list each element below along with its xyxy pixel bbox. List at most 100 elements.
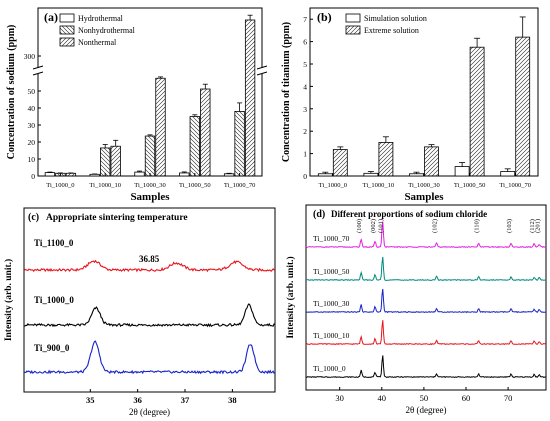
y-axis-title: Concentration of sodium (ppm) <box>6 25 17 160</box>
x-tick-label: 40 <box>378 393 387 403</box>
axis-break-gap <box>258 68 266 74</box>
peak-label: (103) <box>506 219 513 233</box>
trace-label: Ti_1000_70 <box>313 234 350 243</box>
trace-label: Ti_900_0 <box>34 343 70 353</box>
y-tick-label: 50 <box>28 87 36 96</box>
legend-label: Nonhydrothermal <box>78 26 136 35</box>
axis-break-mark <box>32 71 44 76</box>
x-tick-label: Ti_1000_10 <box>363 182 395 189</box>
y-tick-label: 5 <box>303 60 307 69</box>
trace-label: Ti_1100_0 <box>34 238 74 248</box>
x-tick-label: 30 <box>335 393 344 403</box>
panel-label: (a) <box>44 10 58 24</box>
trace-label: Ti_1000_10 <box>313 331 350 340</box>
axis-break-gap <box>34 68 42 74</box>
bar <box>378 141 394 177</box>
x-tick-label: 36 <box>133 395 142 405</box>
x-tick-label: Ti_1000_0 <box>319 182 347 189</box>
chart-title: Different proportions of sodium chloride <box>331 209 487 219</box>
bar <box>317 173 333 177</box>
xrd-trace <box>23 259 276 273</box>
panel-d-sodium-chloride-xrd: Ti_1000_0 Ti_1000_10 Ti_1000_30 Ti_1000_50 T… <box>285 204 547 415</box>
bar <box>424 146 439 177</box>
xrd-trace <box>305 221 547 249</box>
x-tick-label: Ti_1000_50 <box>454 182 486 189</box>
y-tick-label: 2 <box>303 127 307 136</box>
x-tick-label: 38 <box>228 395 237 405</box>
bar <box>179 172 190 177</box>
y-tick-label: 20 <box>28 138 36 147</box>
bar <box>363 172 379 177</box>
x-axis-title: Samples <box>130 191 170 203</box>
legend-swatch <box>59 37 75 47</box>
axis-break-mark <box>256 71 268 76</box>
x-tick-label: Ti_1000_70 <box>224 182 256 189</box>
bar <box>144 135 156 177</box>
bar <box>409 173 424 177</box>
bar <box>44 172 56 177</box>
peak-label: (002) <box>370 219 377 233</box>
trace-label: Ti_1000_0 <box>34 295 74 305</box>
x-tick-label: Ti_1000_10 <box>89 182 121 189</box>
bar <box>65 172 77 177</box>
bar <box>100 147 111 177</box>
y-tick-label: 1 <box>303 150 307 159</box>
legend-label: Extreme solution <box>364 26 419 35</box>
bar <box>332 149 348 177</box>
axis-break-mark <box>256 65 268 70</box>
panel-label: (d) <box>313 209 325 220</box>
legend-label: Hydrothermal <box>78 14 124 23</box>
y-tick-label: 300 <box>24 52 36 61</box>
legend-label: Simulation solution <box>364 14 427 23</box>
peak-label: (110) <box>474 219 481 233</box>
trace-label: Ti_1000_30 <box>313 299 350 308</box>
panel-label: (c) <box>28 212 39 223</box>
plot-frame <box>23 207 276 393</box>
y-tick-label: 0 <box>303 172 307 181</box>
y-tick-label: 0 <box>31 172 35 181</box>
y-axis-title: Intensity (arb. unit.) <box>3 259 14 341</box>
xrd-trace <box>306 256 547 282</box>
panel-c-sintering-xrd: Ti_1100_0 Ti_1000_0 Ti_900_0 36.85 35 36 37 38 (… <box>3 207 276 417</box>
legend-swatch <box>59 13 75 23</box>
y-tick-label: 40 <box>28 104 36 113</box>
trace-label: Ti_1000_0 <box>313 364 346 373</box>
xrd-trace <box>305 288 547 314</box>
legend-swatch <box>345 25 361 35</box>
x-tick-label: Ti_1000_30 <box>408 182 440 189</box>
x-tick-label: 37 <box>181 395 190 405</box>
x-tick-label: 60 <box>462 393 471 403</box>
legend-swatch <box>345 13 361 23</box>
x-axis-title: 2θ (degree) <box>129 407 170 417</box>
bar <box>244 19 256 177</box>
x-axis-title: 2θ (degree) <box>405 405 446 415</box>
xrd-trace <box>305 320 547 346</box>
x-tick-label: Ti_1000_70 <box>499 182 531 189</box>
bar <box>89 173 100 177</box>
xrd-trace <box>23 340 276 375</box>
x-tick-label: Ti_1000_50 <box>179 182 211 189</box>
y-tick-label: 6 <box>303 38 307 47</box>
bar <box>234 111 245 177</box>
chart-title: Appropriate sintering temperature <box>46 213 188 223</box>
bar <box>469 46 485 177</box>
y-axis-title: Intensity (arb. unit.) <box>285 256 296 338</box>
y-axis-title: Concentration of titanium (ppm) <box>281 22 292 162</box>
y-tick-label: 4 <box>303 82 307 91</box>
legend-swatch <box>59 25 75 35</box>
peak-label: (112) <box>529 219 536 233</box>
y-tick-label: 3 <box>303 105 307 114</box>
panel-b-titanium-chart: 0 1 2 3 4 5 6 7 Ti_1000_0 Ti_1000_10 Ti_1000_30 Ti_… <box>281 7 539 203</box>
peak-annotation: 36.85 <box>139 254 160 264</box>
trace-label: Ti_1000_50 <box>313 267 350 276</box>
xrd-trace <box>23 303 276 328</box>
peak-label: (201) <box>534 219 541 233</box>
x-tick-label: 50 <box>420 393 429 403</box>
bar <box>454 166 470 177</box>
bar <box>110 145 121 177</box>
legend-label: Nonthermal <box>78 38 117 47</box>
y-tick-label: 7 <box>303 15 307 24</box>
axis-break-mark <box>32 65 44 70</box>
y-tick-label: 30 <box>28 121 36 130</box>
